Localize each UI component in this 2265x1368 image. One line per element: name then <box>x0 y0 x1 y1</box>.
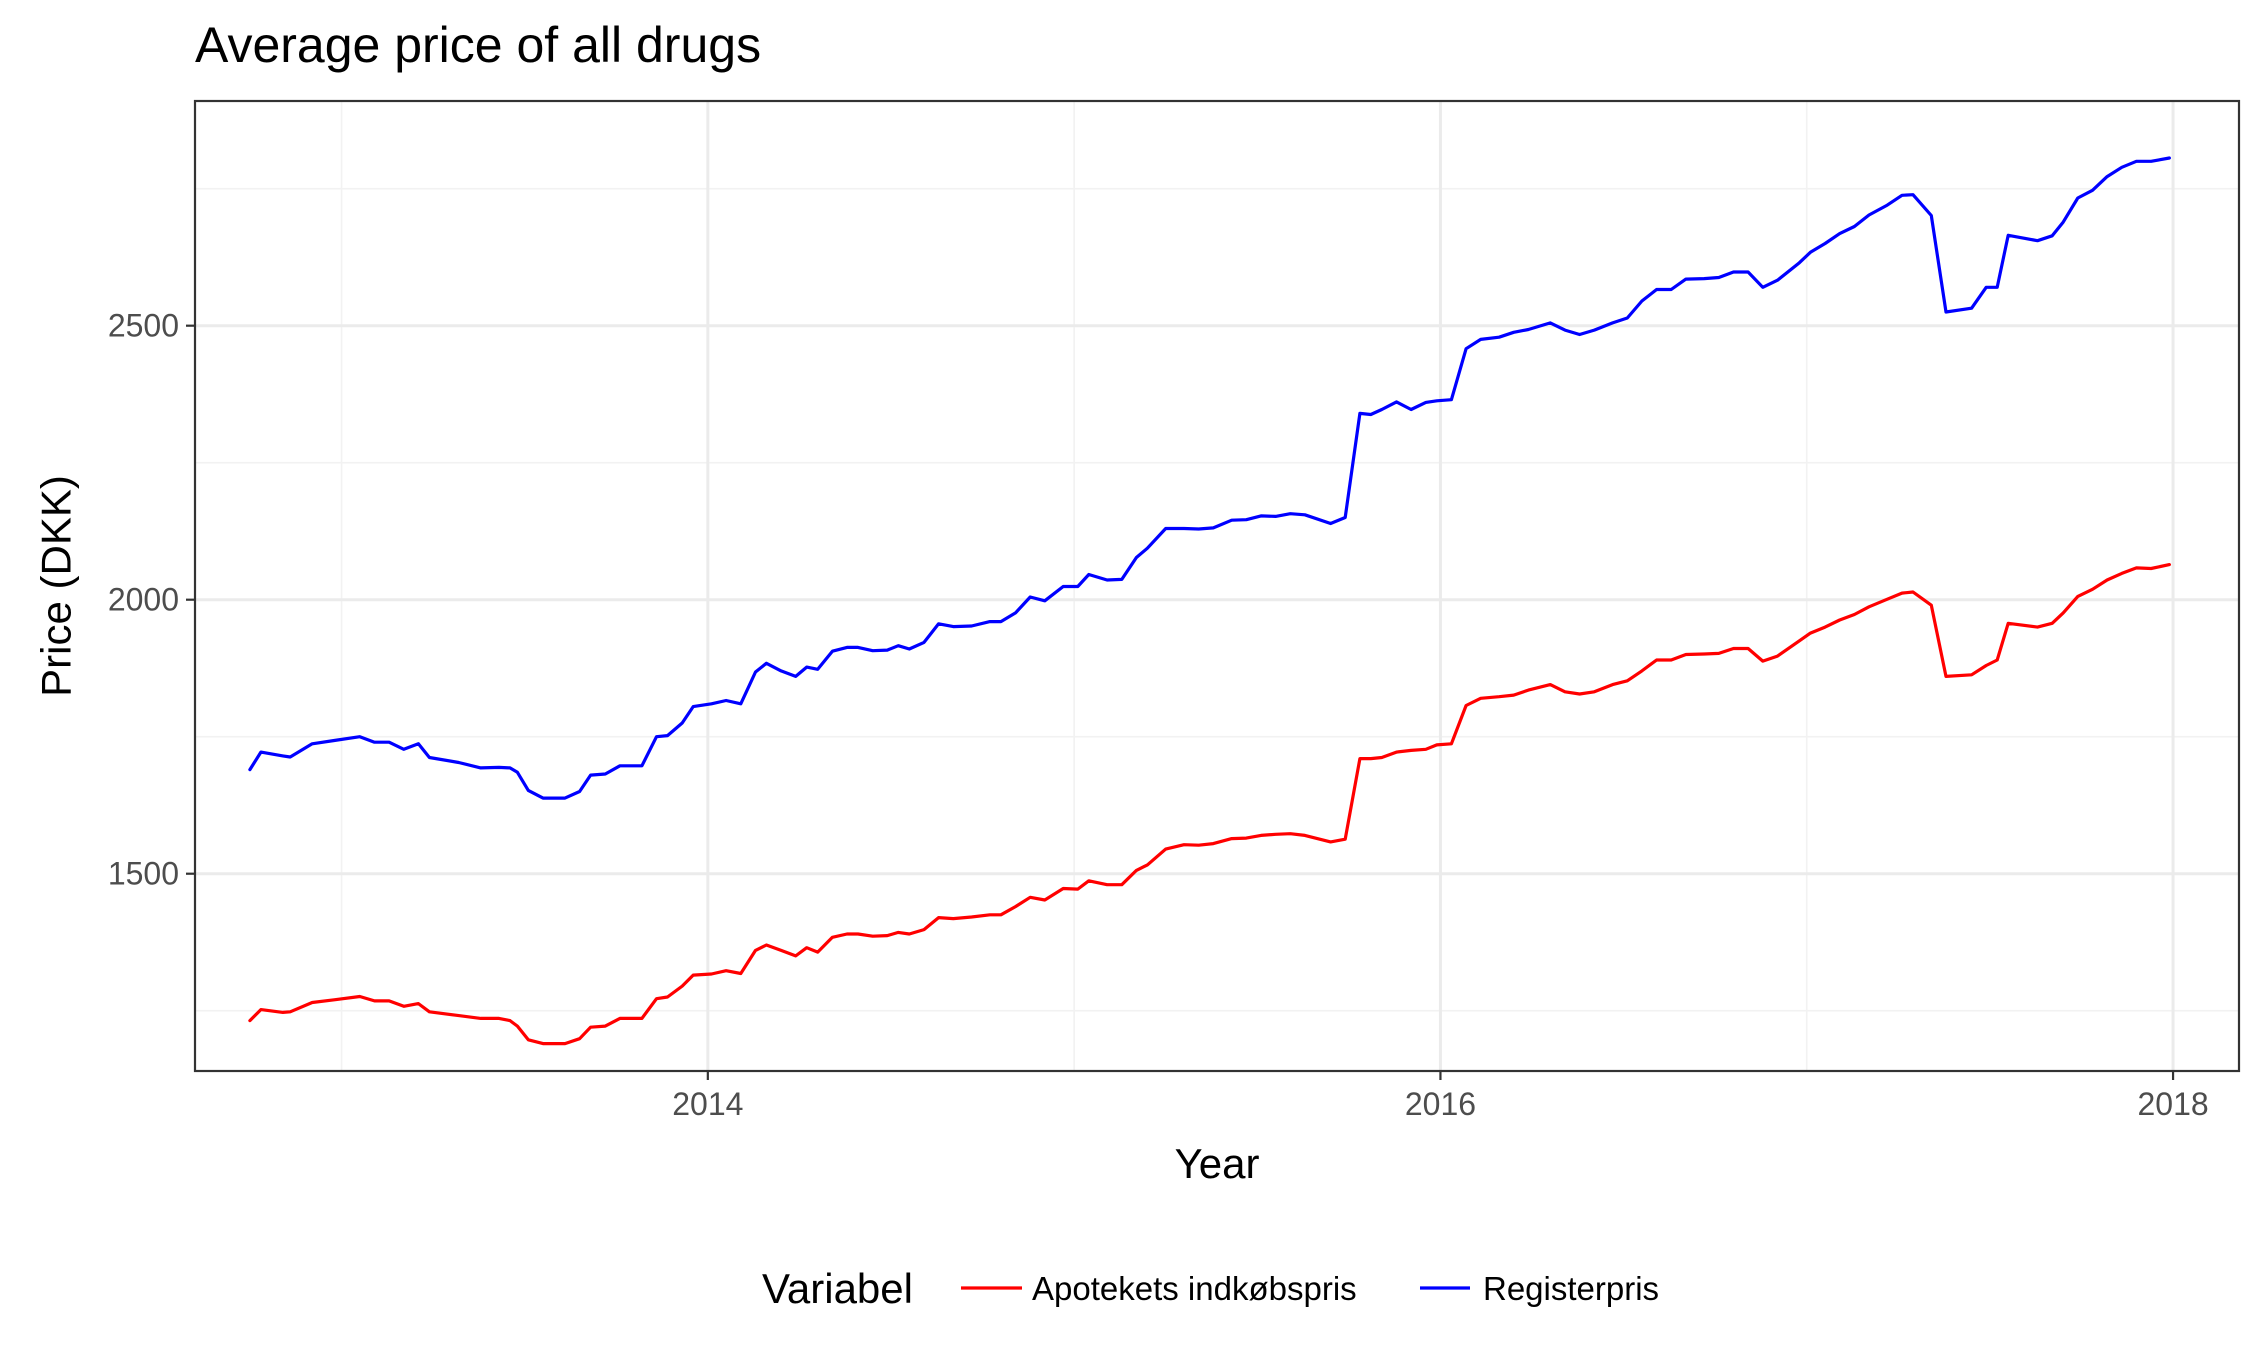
plot-panel-border <box>193 99 2241 1073</box>
y-tick-label: 2000 <box>108 582 179 618</box>
y-axis-title: Price (DKK) <box>33 475 80 697</box>
chart-title: Average price of all drugs <box>195 17 761 73</box>
x-tick-label: 2016 <box>1405 1086 1476 1122</box>
series-line-0 <box>248 563 2171 1046</box>
series-line-1 <box>248 156 2171 800</box>
plot-grid <box>195 101 2239 1071</box>
y-tick-label: 2500 <box>108 308 179 344</box>
x-tick-label: 2014 <box>672 1086 743 1122</box>
legend-label-apotekets-indkobspris: Apotekets indkøbspris <box>1032 1270 1357 1307</box>
legend-label-registerpris: Registerpris <box>1483 1270 1659 1307</box>
legend: Variabel Apotekets indkøbspris Registerp… <box>762 1265 1659 1312</box>
legend-title: Variabel <box>762 1265 913 1312</box>
x-axis: 2014 2016 2018 <box>672 1071 2209 1122</box>
y-axis: 1500 2000 2500 <box>108 308 195 892</box>
x-tick-label: 2018 <box>2137 1086 2208 1122</box>
x-axis-title: Year <box>1175 1140 1260 1187</box>
y-tick-label: 1500 <box>108 856 179 892</box>
series-layer <box>248 156 2171 1046</box>
